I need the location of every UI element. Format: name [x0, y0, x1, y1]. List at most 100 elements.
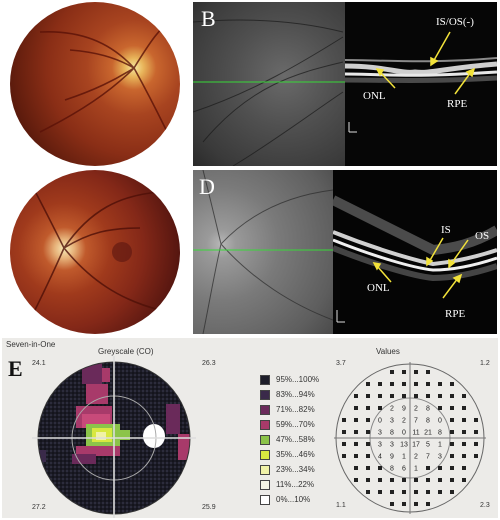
- value-dot: [354, 418, 358, 422]
- value-dot: [366, 454, 370, 458]
- value-number: 7: [426, 454, 430, 461]
- value-number: 4: [378, 454, 382, 461]
- fundus-photo-c: [10, 170, 180, 334]
- value-number: 6: [402, 466, 406, 473]
- value-dot: [366, 490, 370, 494]
- value-dot: [450, 394, 454, 398]
- fundus-photo-a: [10, 2, 180, 166]
- values-dot-grid: [342, 370, 478, 506]
- value-dot: [414, 502, 418, 506]
- value-dot: [462, 406, 466, 410]
- value-number: 3: [438, 454, 442, 461]
- value-dot: [462, 478, 466, 482]
- ir-fundus-image-b: [193, 2, 345, 166]
- legend-label: 71%...82%: [276, 405, 315, 414]
- greyscale-corner-bottom-right: 25.9: [202, 504, 216, 511]
- value-number: 0: [402, 430, 406, 437]
- value-dot: [450, 442, 454, 446]
- value-dot: [354, 406, 358, 410]
- value-dot: [390, 490, 394, 494]
- value-dot: [390, 394, 394, 398]
- legend-label: 83%...94%: [276, 390, 315, 399]
- value-dot: [378, 394, 382, 398]
- value-dot: [462, 394, 466, 398]
- value-number: 5: [426, 442, 430, 449]
- value-dot: [378, 406, 382, 410]
- legend-row: 83%...94%: [260, 387, 340, 402]
- oct-scan-image-d: [333, 170, 497, 334]
- values-field-plot: 2 9 2 8 0 3 2 7 8 0 3 8 0 11 21 8 3 3 13 17 5 1 4 9 1 2 7 3 8 6 1: [334, 362, 486, 514]
- legend-row: 71%...82%: [260, 402, 340, 417]
- value-dot: [450, 478, 454, 482]
- value-dot: [438, 394, 442, 398]
- value-dot: [414, 382, 418, 386]
- value-dot: [462, 466, 466, 470]
- label-is-os-missing: IS/OS(-): [436, 16, 474, 28]
- value-dot: [378, 490, 382, 494]
- value-dot: [402, 490, 406, 494]
- value-number: 3: [390, 418, 394, 425]
- legend-swatch: [260, 404, 270, 415]
- value-number: 2: [414, 406, 418, 413]
- value-dot: [390, 370, 394, 374]
- legend-row: 47%...58%: [260, 432, 340, 447]
- greyscale-corner-bottom-left: 27.2: [32, 504, 46, 511]
- value-dot: [414, 370, 418, 374]
- value-number: 2: [414, 454, 418, 461]
- values-corner-bottom-left: 1.1: [336, 502, 346, 509]
- value-dot: [438, 478, 442, 482]
- value-dot: [450, 430, 454, 434]
- legend-label: 47%...58%: [276, 435, 315, 444]
- value-number: 17: [412, 442, 420, 449]
- value-dot: [366, 466, 370, 470]
- legend-swatch: [260, 479, 270, 490]
- value-number: 8: [390, 430, 394, 437]
- panel-label-d: D: [199, 174, 215, 199]
- label-onl-b: ONL: [363, 90, 386, 102]
- value-number: 13: [400, 442, 408, 449]
- value-dot: [354, 478, 358, 482]
- value-dot: [414, 490, 418, 494]
- value-dot: [450, 454, 454, 458]
- value-dot: [474, 418, 478, 422]
- value-dot: [438, 382, 442, 386]
- value-dot: [342, 430, 346, 434]
- panel-d: D IS OS ONL RPE: [193, 170, 497, 334]
- value-number: 2: [390, 406, 394, 413]
- value-dot: [390, 502, 394, 506]
- oct-scan-image-b: [345, 2, 497, 166]
- legend-row: 23%...34%: [260, 462, 340, 477]
- value-dot: [474, 454, 478, 458]
- values-number-grid: 2 9 2 8 0 3 2 7 8 0 3 8 0 11 21 8 3 3 13 17 5 1 4 9 1 2 7 3 8 6 1: [378, 406, 442, 473]
- value-dot: [390, 478, 394, 482]
- value-dot: [462, 454, 466, 458]
- value-dot: [414, 394, 418, 398]
- value-dot: [426, 490, 430, 494]
- legend-swatch: [260, 434, 270, 445]
- value-dot: [378, 478, 382, 482]
- legend-row: 0%...10%: [260, 492, 340, 507]
- value-dot: [366, 418, 370, 422]
- legend-label: 59%...70%: [276, 420, 315, 429]
- greyscale-field-plot: [32, 356, 196, 518]
- value-number: 9: [402, 406, 406, 413]
- value-number: 0: [378, 418, 382, 425]
- label-onl-d: ONL: [367, 282, 390, 294]
- value-dot: [354, 466, 358, 470]
- value-dot: [366, 406, 370, 410]
- legend-swatch: [260, 374, 270, 385]
- value-dot: [450, 406, 454, 410]
- value-dot: [342, 418, 346, 422]
- value-dot: [462, 442, 466, 446]
- header-seven-in-one: Seven-in-One: [6, 340, 56, 349]
- greyscale-legend: 95%...100% 83%...94% 71%...82% 59%...70% 47%…: [260, 372, 340, 507]
- value-number: 8: [390, 466, 394, 473]
- value-dot: [450, 382, 454, 386]
- label-is-d: IS: [441, 224, 451, 236]
- value-dot: [390, 382, 394, 386]
- legend-row: 11%...22%: [260, 477, 340, 492]
- value-dot: [438, 490, 442, 494]
- label-os-d: OS: [475, 230, 490, 242]
- legend-label: 95%...100%: [276, 375, 320, 384]
- value-dot: [342, 442, 346, 446]
